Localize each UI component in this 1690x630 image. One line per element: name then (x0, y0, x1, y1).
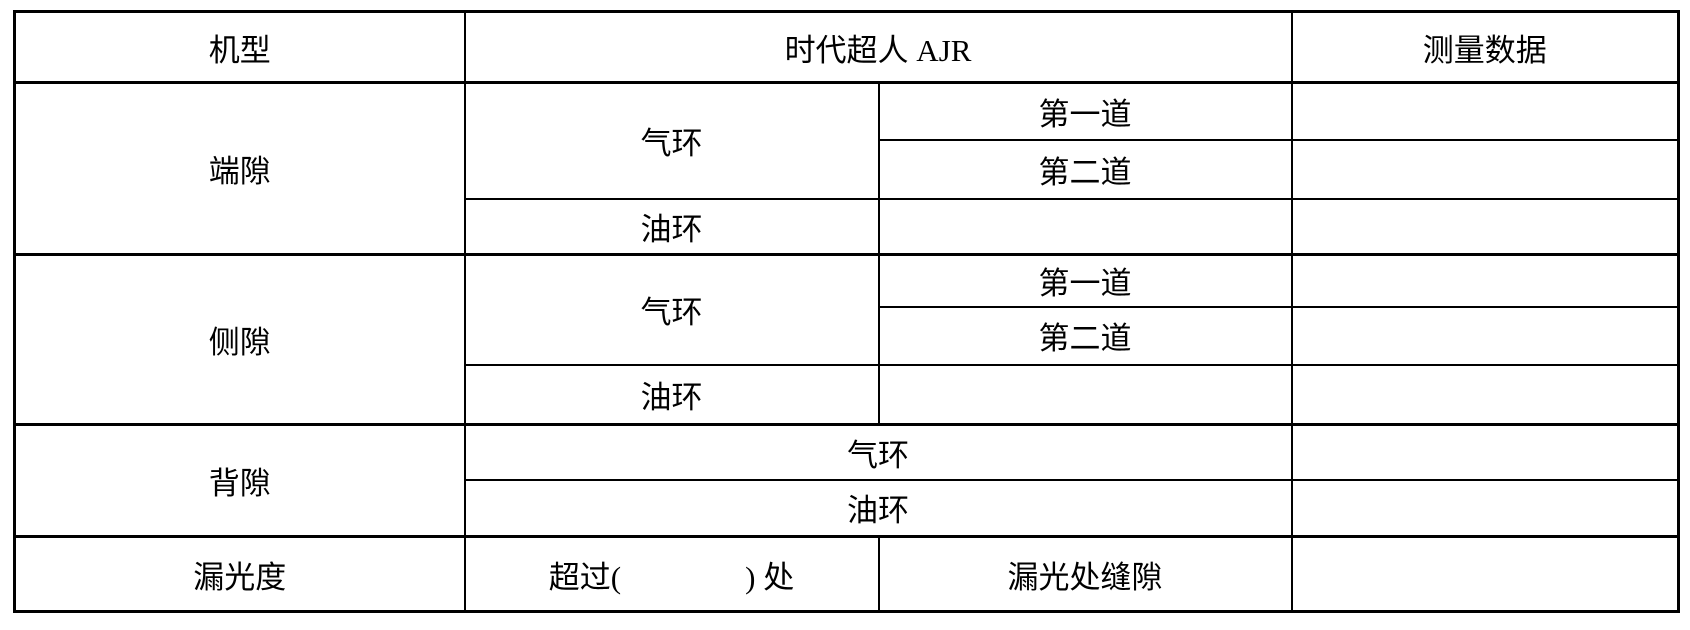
header-row: 机型 时代超人 AJR 测量数据 (13, 10, 1680, 84)
measurement-value-cell (1290, 81, 1680, 141)
end-gap-gas-ring-cell: 气环 (463, 81, 880, 200)
empty-cell (877, 363, 1293, 426)
measurement-value-cell (1290, 478, 1680, 538)
side-gap-gas-ring-cell: 气环 (463, 253, 880, 366)
end-gap-groove-2-cell: 第二道 (877, 138, 1293, 200)
measurement-value-cell (1290, 253, 1680, 308)
measurement-value-cell (1290, 197, 1680, 256)
end-gap-groove-1-cell: 第一道 (877, 81, 1293, 141)
side-gap-row-1: 侧隙 气环 第一道 (13, 253, 1680, 426)
back-gap-row-2: 油环 (15, 478, 1680, 538)
side-gap-groove-1-cell: 第一道 (877, 253, 1293, 308)
section-label-side-gap: 侧隙 (13, 253, 466, 426)
end-gap-row-3: 油环 (15, 197, 1680, 256)
side-gap-oil-ring-cell: 油环 (463, 363, 880, 426)
empty-cell (877, 197, 1293, 256)
header-machine-type: 机型 (13, 10, 466, 84)
measurement-table: 机型 时代超人 AJR 测量数据 端隙 气环 第一道 第二道 油环 侧隙 气环 … (13, 10, 1681, 613)
section-label-light-leak: 漏光度 (13, 535, 466, 613)
header-measurement-data: 测量数据 (1290, 10, 1680, 84)
back-gap-oil-ring-cell: 油环 (463, 478, 1293, 538)
light-leak-gap-cell: 漏光处缝隙 (877, 535, 1293, 613)
end-gap-oil-ring-cell: 油环 (463, 197, 880, 256)
side-gap-groove-2-cell: 第二道 (877, 305, 1293, 366)
measurement-value-cell (1290, 305, 1680, 366)
side-gap-row-3: 油环 (15, 363, 1680, 426)
back-gap-row-1: 背隙 气环 (13, 423, 1680, 538)
end-gap-row-1: 端隙 气环 第一道 (13, 81, 1680, 256)
measurement-value-cell (1290, 138, 1680, 200)
end-gap-row-2: 第二道 (15, 138, 1680, 200)
light-leak-row: 漏光度 超过( ) 处 漏光处缝隙 (13, 535, 1680, 613)
back-gap-gas-ring-cell: 气环 (463, 423, 1293, 481)
section-label-end-gap: 端隙 (13, 81, 466, 256)
header-machine-model: 时代超人 AJR (463, 10, 1293, 84)
light-leak-exceed-cell: 超过( ) 处 (463, 535, 880, 613)
measurement-value-cell (1290, 423, 1680, 481)
side-gap-row-2: 第二道 (15, 305, 1680, 366)
measurement-value-cell (1290, 535, 1680, 613)
measurement-value-cell (1290, 363, 1680, 426)
section-label-back-gap: 背隙 (13, 423, 466, 538)
